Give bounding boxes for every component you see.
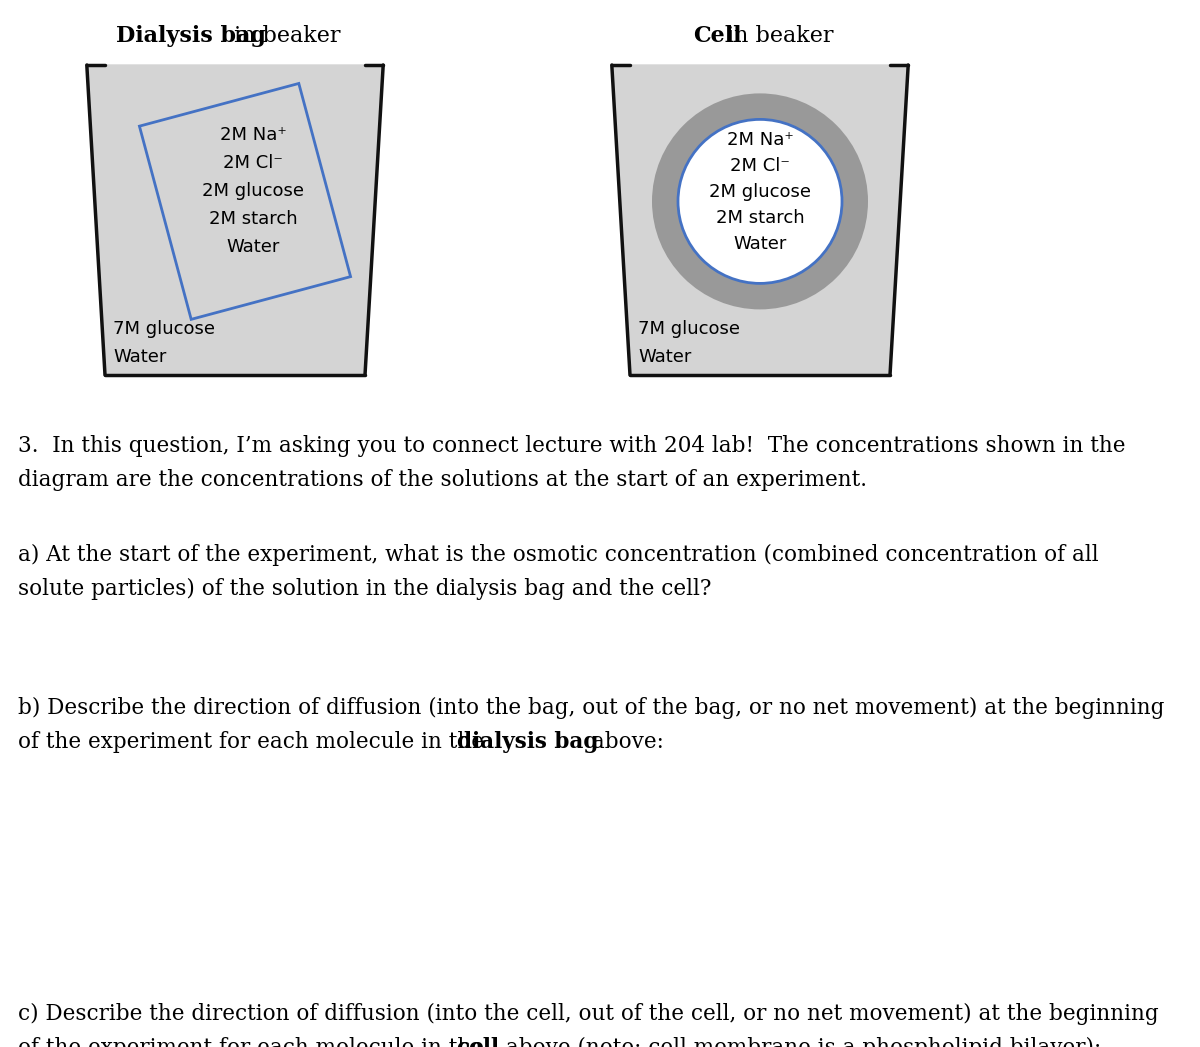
Text: Water: Water: [113, 348, 167, 366]
Text: of the experiment for each molecule in the: of the experiment for each molecule in t…: [18, 731, 491, 753]
Text: Dialysis bag: Dialysis bag: [115, 25, 265, 47]
Polygon shape: [612, 65, 908, 375]
Text: 2M Cl⁻: 2M Cl⁻: [730, 157, 790, 176]
Text: 2M Cl⁻: 2M Cl⁻: [223, 154, 283, 173]
Text: c) Describe the direction of diffusion (into the cell, out of the cell, or no ne: c) Describe the direction of diffusion (…: [18, 1003, 1159, 1025]
Text: 2M glucose: 2M glucose: [202, 182, 304, 200]
Text: 2M starch: 2M starch: [209, 210, 298, 228]
Text: b) Describe the direction of diffusion (into the bag, out of the bag, or no net : b) Describe the direction of diffusion (…: [18, 697, 1164, 719]
Text: Cell: Cell: [694, 25, 742, 47]
Bar: [139, 84, 350, 319]
Circle shape: [678, 119, 842, 284]
Polygon shape: [86, 65, 383, 375]
Text: of the experiment for each molecule in the: of the experiment for each molecule in t…: [18, 1037, 491, 1047]
Text: above:: above:: [586, 731, 664, 753]
Text: 7M glucose: 7M glucose: [113, 320, 215, 338]
Circle shape: [652, 93, 868, 310]
Text: 2M glucose: 2M glucose: [709, 183, 811, 201]
Text: Water: Water: [227, 239, 280, 257]
Text: 3.  In this question, I’m asking you to connect lecture with 204 lab!  The conce: 3. In this question, I’m asking you to c…: [18, 435, 1126, 456]
Text: dialysis bag: dialysis bag: [456, 731, 598, 753]
Text: 7M glucose: 7M glucose: [638, 320, 740, 338]
Text: 2M Na⁺: 2M Na⁺: [727, 132, 793, 150]
Text: a) At the start of the experiment, what is the osmotic concentration (combined c: a) At the start of the experiment, what …: [18, 543, 1099, 565]
Text: 2M Na⁺: 2M Na⁺: [220, 127, 287, 144]
Text: cell: cell: [456, 1037, 499, 1047]
Text: 2M starch: 2M starch: [715, 209, 804, 227]
Text: in beaker: in beaker: [720, 25, 834, 47]
Text: Dialysis bag in beaker: Dialysis bag in beaker: [108, 25, 358, 47]
Text: solute particles) of the solution in the dialysis bag and the cell?: solute particles) of the solution in the…: [18, 578, 712, 600]
Text: diagram are the concentrations of the solutions at the start of an experiment.: diagram are the concentrations of the so…: [18, 469, 866, 491]
Text: above (note: cell membrane is a phospholipid bilayer):: above (note: cell membrane is a phosphol…: [499, 1037, 1102, 1047]
Text: Water: Water: [733, 236, 787, 253]
Text: Water: Water: [638, 348, 691, 366]
Text: in beaker: in beaker: [227, 25, 341, 47]
